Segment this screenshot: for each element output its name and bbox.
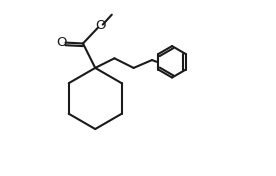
Text: O: O [96,19,106,32]
Text: O: O [57,36,67,49]
